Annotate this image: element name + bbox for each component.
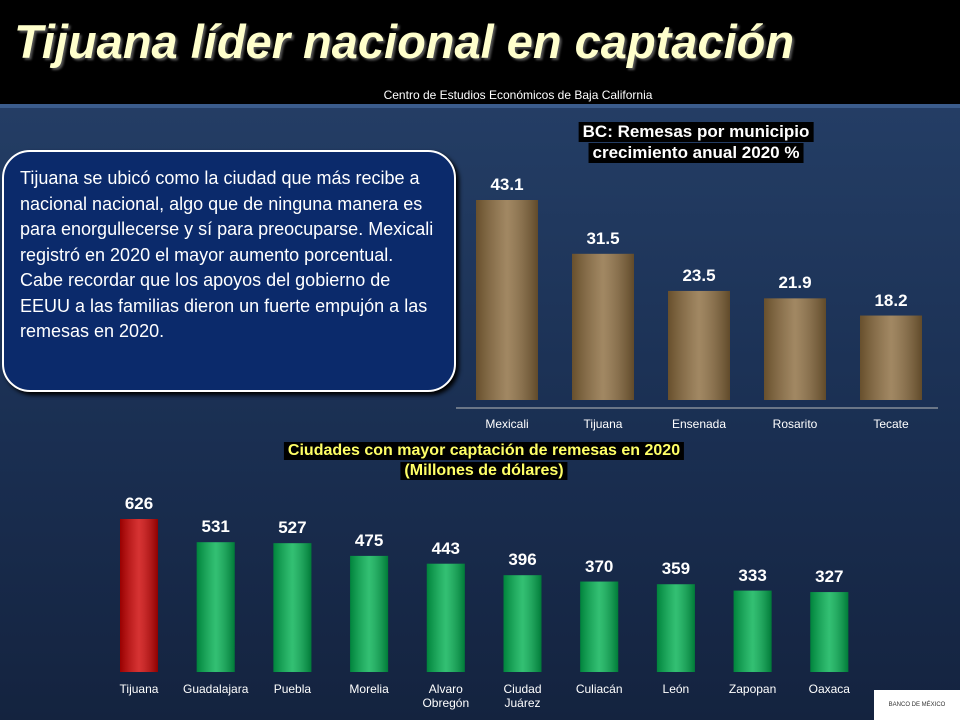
chart-subtitle: (Millones de dólares)	[400, 462, 568, 480]
value-label: 43.1	[490, 175, 524, 194]
bar-shade	[476, 200, 538, 400]
x-tick-label: Zapopan	[728, 682, 777, 696]
x-tick-label: Guadalajara	[182, 682, 249, 696]
value-label: 527	[278, 518, 307, 538]
value-label: 333	[738, 565, 767, 585]
header	[0, 0, 960, 108]
chart-subtitle: crecimiento anual 2020 %	[588, 143, 804, 163]
value-label: 443	[431, 538, 460, 558]
value-label: 359	[661, 559, 691, 579]
x-tick-label: Mexicali	[485, 417, 529, 431]
x-tick-label: Ensenada	[671, 417, 727, 431]
x-tick-label: Morelia	[349, 682, 389, 696]
x-tick-label: Rosarito	[772, 417, 818, 431]
chart-title: Ciudades con mayor captación de remesas …	[283, 442, 685, 460]
x-tick-label: Culiacán	[575, 682, 623, 696]
slide-subtitle: Centro de Estudios Económicos de Baja Ca…	[383, 88, 653, 102]
bar-shade	[810, 592, 849, 672]
value-label: 21.9	[778, 273, 812, 293]
x-tick-label: Tijuana	[119, 682, 159, 696]
bar-shade	[273, 543, 312, 672]
x-tick-label: Tecate	[873, 417, 909, 431]
value-label: 396	[508, 550, 537, 570]
x-tick-label: Oaxaca	[808, 682, 850, 696]
bar-shade	[503, 575, 542, 672]
bar-shade	[733, 590, 772, 672]
x-tick-label: Ciudad Juárez	[503, 682, 542, 710]
bar-shade	[572, 253, 634, 400]
value-label: 327	[815, 567, 844, 587]
chart-title: BC: Remesas por municipio	[578, 122, 814, 142]
x-tick-label: León	[662, 682, 690, 696]
x-tick-label: Puebla	[273, 682, 312, 696]
value-label: 23.5	[682, 265, 716, 285]
slide-title: Tijuana líder nacional en captación	[14, 15, 795, 68]
bar-shade	[196, 542, 235, 672]
logo: BANCO DE MÉXICO	[874, 690, 960, 720]
x-tick-label: Alvaro Obregón	[422, 682, 470, 710]
bar-shade	[350, 555, 389, 672]
value-label: 626	[124, 494, 154, 513]
value-label: 475	[354, 530, 384, 550]
x-tick-label: Tijuana	[583, 417, 623, 431]
bar-shade	[426, 563, 465, 672]
value-label: 531	[201, 517, 230, 537]
bar-shade	[656, 584, 695, 672]
value-label: 31.5	[586, 228, 620, 248]
bar-shade	[120, 519, 158, 672]
value-label: 18.2	[874, 290, 908, 310]
value-label: 370	[585, 556, 614, 576]
bar-shade	[860, 315, 922, 400]
bar-shade	[580, 581, 619, 672]
text-box: Tijuana se ubicó como la ciudad que más …	[2, 150, 456, 392]
bar-shade	[668, 290, 730, 400]
bar-shade	[764, 298, 826, 400]
